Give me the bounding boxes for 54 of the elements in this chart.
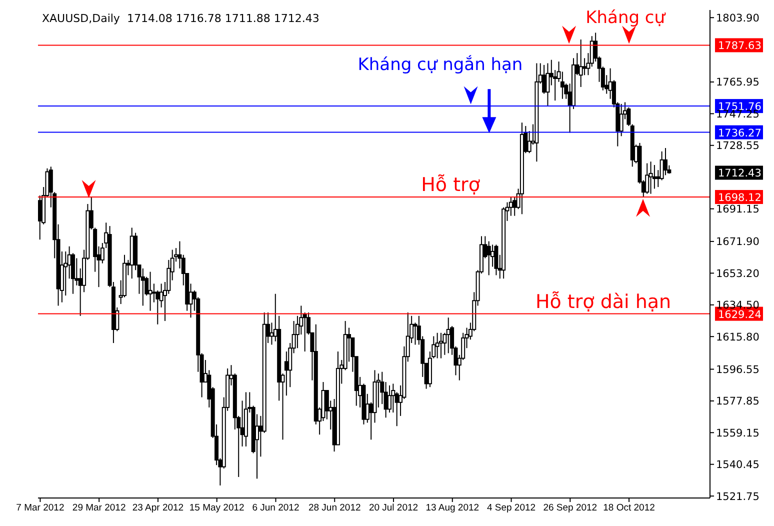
y-tick-label: 1653.20 (716, 268, 760, 280)
annotation: Hỗ trợ (421, 174, 480, 196)
ref-line-label: 1629.24 (718, 308, 762, 321)
x-tick-label: 15 May 2012 (189, 502, 244, 514)
annotation: Hỗ trợ dài hạn (535, 290, 672, 313)
y-tick-label: 1765.95 (716, 76, 760, 89)
candlestick (512, 196, 517, 216)
candlestick (446, 317, 450, 354)
x-tick-label: 7 Mar 2012 (16, 502, 64, 514)
y-tick-label: 1728.55 (716, 140, 760, 152)
candlestick (486, 240, 491, 276)
candlestick (578, 39, 583, 88)
candlestick (439, 332, 444, 359)
y-tick-label: 1691.15 (716, 204, 760, 216)
candlestick (546, 62, 550, 106)
candlestick (648, 161, 653, 194)
candlestick (387, 384, 392, 414)
candlestick (148, 271, 152, 312)
candlestick (284, 351, 288, 396)
y-tick-label: 1803.90 (716, 12, 760, 24)
x-tick-label: 26 Sep 2012 (543, 502, 598, 514)
x-tick-label: 28 Jun 2012 (308, 502, 361, 514)
chart-title: XAUUSD,Daily (42, 12, 120, 25)
y-tick-label: 1577.85 (716, 396, 760, 408)
chart-subtitle: 1714.08 1716.78 1711.88 1712.43 (126, 12, 320, 25)
x-tick-label: 29 Mar 2012 (72, 502, 126, 514)
annotation: Kháng cự (586, 8, 666, 28)
x-tick-label: 20 Jul 2012 (368, 502, 418, 514)
candlestick (619, 103, 624, 137)
candlestick (582, 58, 587, 76)
candlestick (645, 162, 650, 194)
candlestick (270, 322, 274, 346)
candlestick (435, 332, 440, 359)
y-tick-label: 1540.45 (716, 459, 760, 472)
x-tick-label: 4 Sep 2012 (486, 502, 536, 514)
candlestick (38, 195, 42, 240)
y-tick-label: 1615.80 (716, 331, 760, 344)
x-tick-label: 23 Apr 2012 (132, 502, 184, 514)
candlestick (152, 283, 156, 303)
ref-line-label: 1736.27 (718, 127, 762, 140)
candlestick (494, 244, 498, 276)
x-tick-label: 18 Oct 2012 (603, 502, 655, 514)
y-tick-label: 1559.15 (716, 427, 760, 440)
y-tick-label: 1521.75 (716, 490, 760, 503)
ref-line-label: 1787.63 (718, 40, 762, 52)
ref-line-label: 1698.12 (718, 192, 762, 204)
x-tick-label: 6 Jun 2012 (252, 502, 300, 514)
candlestick (664, 148, 668, 176)
x-tick-label: 13 Aug 2012 (426, 502, 480, 514)
candlestick (140, 268, 145, 306)
annotation: Kháng cự ngắn hạn (358, 55, 523, 76)
text: 1712.43 (718, 168, 762, 180)
y-tick-label: 1596.55 (716, 364, 760, 376)
y-tick-label: 1671.90 (716, 236, 760, 248)
